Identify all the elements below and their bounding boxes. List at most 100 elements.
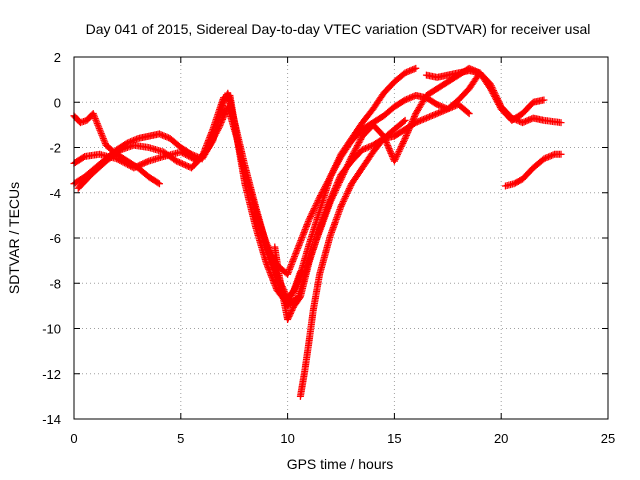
data-point-marker xyxy=(320,185,328,193)
series-sat-g xyxy=(296,116,409,400)
data-point-marker xyxy=(345,186,353,194)
data-point-marker xyxy=(133,163,141,171)
data-point-marker xyxy=(330,188,338,196)
data-point-marker xyxy=(217,120,225,128)
data-point-marker xyxy=(312,201,320,209)
data-point-marker xyxy=(289,305,297,313)
data-point-marker xyxy=(336,174,344,182)
data-point-marker xyxy=(390,157,398,165)
data-point-marker xyxy=(91,113,99,121)
data-point-marker xyxy=(207,139,215,147)
data-point-marker xyxy=(337,202,345,210)
data-point-marker xyxy=(93,118,101,126)
data-point-marker xyxy=(205,144,213,151)
data-point-marker xyxy=(214,126,222,134)
data-point-marker xyxy=(181,150,189,158)
data-point-marker xyxy=(345,185,353,193)
data-point-marker xyxy=(386,146,394,154)
data-point-marker xyxy=(496,102,504,110)
data-point-marker xyxy=(495,100,503,108)
data-point-marker xyxy=(402,131,410,139)
x-tick-label: 0 xyxy=(70,431,77,446)
data-point-marker xyxy=(387,149,395,157)
data-point-marker xyxy=(93,120,101,128)
data-point-marker xyxy=(136,161,144,169)
data-point-marker xyxy=(540,96,548,104)
data-point-marker xyxy=(313,200,321,208)
x-axis-label: GPS time / hours xyxy=(287,456,394,472)
data-point-marker xyxy=(325,174,333,182)
data-point-marker xyxy=(286,309,294,317)
data-point-marker xyxy=(385,145,393,153)
data-point-marker xyxy=(305,216,313,224)
data-point-marker xyxy=(324,178,332,186)
data-point-marker xyxy=(319,187,327,195)
data-point-marker xyxy=(101,138,109,146)
data-point-marker xyxy=(396,146,404,154)
x-tick-labels: 0 5 10 15 20 25 xyxy=(70,431,615,446)
data-point-marker xyxy=(329,168,337,176)
y-tick-label: -12 xyxy=(42,367,61,382)
data-point-marker xyxy=(288,290,296,298)
data-point-marker xyxy=(140,159,148,167)
y-axis-label: SDTVAR / TECUs xyxy=(6,182,22,294)
y-tick-label: -4 xyxy=(49,186,61,201)
data-point-marker xyxy=(142,158,150,166)
data-point-marker xyxy=(176,158,184,166)
data-point-marker xyxy=(178,149,186,157)
data-point-marker xyxy=(97,130,105,138)
data-point-marker xyxy=(215,123,223,131)
data-point-marker xyxy=(205,142,213,150)
data-point-marker xyxy=(287,308,295,316)
data-point-marker xyxy=(341,194,349,202)
data-point-marker xyxy=(92,116,100,124)
data-point-marker xyxy=(326,173,334,181)
y-tick-labels: 2 0 -2 -4 -6 -8 -10 -12 -14 xyxy=(42,50,61,427)
data-point-marker xyxy=(346,183,354,191)
data-point-marker xyxy=(334,177,342,185)
x-tick-label: 20 xyxy=(494,431,508,446)
data-point-marker xyxy=(296,294,304,302)
data-point-marker xyxy=(211,131,219,139)
data-point-marker xyxy=(491,94,499,102)
data-point-marker xyxy=(465,110,473,118)
data-point-marker xyxy=(339,199,347,207)
data-point-marker xyxy=(557,119,565,127)
data-point-marker xyxy=(289,288,297,296)
data-point-marker xyxy=(89,110,97,118)
data-point-marker xyxy=(342,193,350,201)
data-point-marker xyxy=(340,196,348,204)
data-point-marker xyxy=(288,306,296,314)
data-point-marker xyxy=(216,122,224,130)
data-point-marker xyxy=(400,138,408,146)
data-point-marker xyxy=(353,142,361,150)
axis-ticks xyxy=(73,56,609,420)
data-series-layer xyxy=(70,64,565,400)
data-point-marker xyxy=(494,99,502,107)
data-point-marker xyxy=(397,143,405,151)
data-point-marker xyxy=(307,211,315,219)
data-point-marker xyxy=(214,125,222,133)
data-point-marker xyxy=(317,190,325,198)
data-point-marker xyxy=(180,160,188,168)
y-tick-label: -14 xyxy=(42,412,61,427)
data-point-marker xyxy=(332,182,340,190)
data-point-marker xyxy=(313,198,321,206)
data-point-marker xyxy=(100,136,108,144)
data-point-marker xyxy=(189,155,197,163)
data-point-marker xyxy=(143,158,151,166)
data-point-marker xyxy=(335,156,343,164)
data-point-marker xyxy=(325,176,333,184)
data-point-marker xyxy=(186,153,194,161)
data-point-marker xyxy=(410,113,418,121)
data-point-marker xyxy=(557,150,565,158)
data-point-marker xyxy=(331,164,339,172)
data-point-marker xyxy=(393,152,401,160)
data-point-marker xyxy=(285,312,293,320)
data-point-marker xyxy=(328,170,336,178)
data-point-marker xyxy=(393,151,401,159)
y-tick-label: 0 xyxy=(54,95,61,110)
data-point-marker xyxy=(183,151,191,159)
data-point-marker xyxy=(344,188,352,196)
